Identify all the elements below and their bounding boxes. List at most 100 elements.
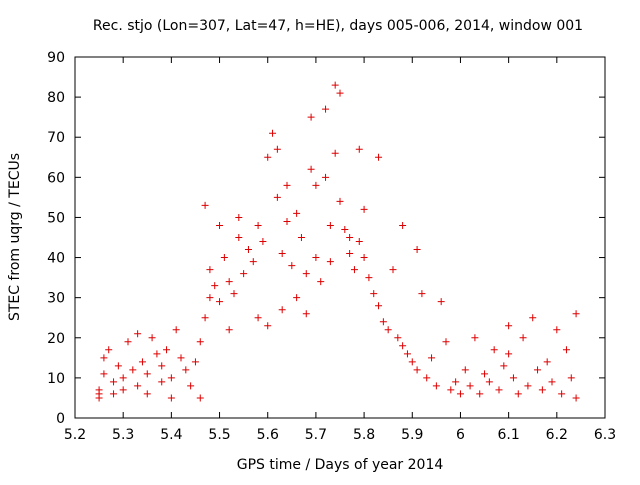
data-point <box>167 394 175 402</box>
data-point <box>346 234 354 241</box>
y-tick-label: 70 <box>47 130 65 146</box>
data-point <box>230 290 238 298</box>
data-point <box>413 246 421 254</box>
data-point <box>360 205 368 213</box>
data-point <box>293 209 301 217</box>
data-point <box>572 394 580 402</box>
data-point <box>379 318 387 326</box>
data-point <box>375 302 383 310</box>
data-point <box>129 366 137 374</box>
data-point <box>220 254 228 262</box>
data-point <box>403 350 411 358</box>
data-point <box>293 294 301 302</box>
data-point <box>538 386 546 394</box>
data-point <box>331 149 339 157</box>
data-point <box>394 334 402 342</box>
y-tick-label: 50 <box>47 210 65 226</box>
data-point <box>562 346 570 354</box>
data-point <box>191 358 199 366</box>
data-point <box>196 338 204 346</box>
data-point <box>341 225 349 233</box>
data-point <box>572 310 580 318</box>
data-point <box>476 390 484 398</box>
data-point <box>442 338 450 346</box>
data-point <box>331 81 339 89</box>
data-point <box>297 234 305 241</box>
data-point <box>264 322 272 330</box>
data-point <box>187 382 195 390</box>
data-point <box>206 266 214 274</box>
data-point <box>370 290 378 298</box>
data-point <box>543 358 551 366</box>
chart-title: Rec. stjo (Lon=307, Lat=47, h=HE), days … <box>93 18 583 34</box>
data-point <box>505 322 513 330</box>
data-point <box>201 201 209 209</box>
data-point <box>138 358 146 366</box>
data-point <box>399 342 407 350</box>
data-point <box>312 181 320 189</box>
data-point <box>124 338 132 346</box>
data-point <box>259 238 267 246</box>
data-point <box>490 346 498 354</box>
data-point <box>95 394 103 402</box>
data-point <box>143 370 151 378</box>
y-axis-label: STEC from uqrg / TECUs <box>7 153 23 321</box>
data-point <box>447 386 455 394</box>
data-point <box>317 278 325 286</box>
data-point <box>322 173 330 181</box>
data-point <box>534 366 542 374</box>
data-point <box>264 153 272 161</box>
data-point <box>158 362 166 370</box>
data-point <box>558 390 566 398</box>
data-point <box>273 193 281 201</box>
data-point <box>322 105 330 113</box>
data-point <box>163 346 171 354</box>
data-point <box>461 366 469 374</box>
data-point <box>524 382 532 390</box>
data-point <box>355 145 363 153</box>
y-tick-label: 80 <box>47 90 65 106</box>
data-point <box>346 250 354 258</box>
data-point <box>134 382 142 390</box>
data-point <box>211 282 219 290</box>
x-tick-label: 5.8 <box>353 427 375 443</box>
data-point <box>389 266 397 274</box>
data-point <box>278 250 286 258</box>
data-point <box>384 326 392 334</box>
y-tick-label: 30 <box>47 291 65 307</box>
data-point <box>177 354 185 362</box>
data-point <box>312 254 320 262</box>
data-point <box>148 334 156 342</box>
data-point <box>235 234 243 241</box>
data-point <box>134 330 142 338</box>
data-point <box>471 334 479 342</box>
x-tick-label: 5.7 <box>305 427 327 443</box>
data-point <box>225 278 233 286</box>
data-point <box>167 374 175 382</box>
data-point <box>283 217 291 225</box>
data-point <box>413 366 421 374</box>
data-point <box>216 298 224 306</box>
y-tick-label: 90 <box>47 50 65 66</box>
data-point <box>244 246 252 254</box>
ticks-layer: 5.2 5.3 5.4 5.5 5.6 5.7 5.8 5.9 6 6.1 6.2 6.3 0 10 20 3… <box>47 50 616 443</box>
data-point <box>225 326 233 334</box>
data-point <box>418 290 426 298</box>
data-point <box>355 238 363 246</box>
data-point <box>336 197 344 205</box>
data-point <box>553 326 561 334</box>
x-tick-label: 5.3 <box>112 427 134 443</box>
data-point <box>432 382 440 390</box>
data-point <box>326 258 334 266</box>
data-point <box>273 145 281 153</box>
data-point <box>119 386 127 394</box>
data-point <box>172 326 180 334</box>
data-point <box>201 314 209 322</box>
data-point <box>254 314 262 322</box>
data-point <box>423 374 431 382</box>
data-point <box>548 378 556 386</box>
data-point <box>254 221 262 229</box>
data-point <box>216 221 224 229</box>
y-tick-label: 60 <box>47 170 65 186</box>
